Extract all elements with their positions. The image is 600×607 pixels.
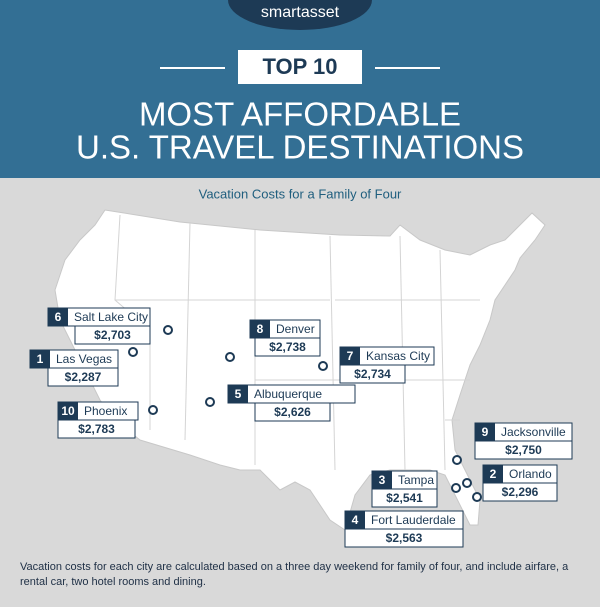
subtitle: Vacation Costs for a Family of Four xyxy=(199,186,402,201)
cost-box xyxy=(57,419,136,439)
rank-box xyxy=(345,511,365,529)
rank: 6 xyxy=(55,310,62,324)
city-marker xyxy=(225,352,235,362)
city-marker xyxy=(205,397,215,407)
city-name: Phoenix xyxy=(84,404,127,418)
city-cost: $2,783 xyxy=(78,422,115,436)
city-marker xyxy=(318,361,328,371)
city-cost: $2,541 xyxy=(386,491,423,505)
us-map xyxy=(54,209,546,531)
rank: 4 xyxy=(352,513,359,527)
rank: 7 xyxy=(347,349,354,363)
city-name: Denver xyxy=(276,322,315,336)
title-line: MOST AFFORDABLE xyxy=(139,96,461,133)
city-cost: $2,738 xyxy=(269,340,306,354)
city-marker xyxy=(462,478,472,488)
rank-box xyxy=(475,423,495,441)
cost-box xyxy=(339,364,406,384)
title-line: U.S. TRAVEL DESTINATIONS xyxy=(76,129,524,166)
city-name: Albuquerque xyxy=(254,387,322,401)
rank: 8 xyxy=(257,322,264,336)
badge: TOP 10 xyxy=(262,54,337,79)
rank: 3 xyxy=(379,473,386,487)
cost-box xyxy=(47,367,119,387)
cost-box xyxy=(482,482,558,502)
cost-box xyxy=(254,402,331,422)
city-name: Fort Lauderdale xyxy=(371,513,456,527)
city-cost: $2,703 xyxy=(94,328,131,342)
rank-box xyxy=(228,385,248,403)
city-name: Jacksonville xyxy=(501,425,566,439)
city-marker xyxy=(163,325,173,335)
city-name: Tampa xyxy=(398,473,434,487)
city-cost: $2,563 xyxy=(386,531,423,545)
rank: 5 xyxy=(235,387,242,401)
rank: 1 xyxy=(37,352,44,366)
city-cost: $2,626 xyxy=(274,405,311,419)
rank: 9 xyxy=(482,425,489,439)
rank-box xyxy=(483,465,503,483)
footnote: Vacation costs for each city are calcula… xyxy=(20,561,569,588)
city-name: Kansas City xyxy=(366,349,430,363)
rank-box xyxy=(340,347,360,365)
city-marker xyxy=(128,347,138,357)
rank-box xyxy=(48,308,68,326)
city-cost: $2,296 xyxy=(502,485,539,499)
cost-box xyxy=(344,528,464,548)
badge-box xyxy=(238,50,362,84)
rank: 10 xyxy=(61,404,75,418)
logo-backdrop xyxy=(228,0,372,30)
city-cost: $2,734 xyxy=(354,367,391,381)
city-marker xyxy=(472,492,482,502)
city-cost: $2,750 xyxy=(505,443,542,457)
cost-box xyxy=(74,325,151,345)
city-name: Orlando xyxy=(509,467,552,481)
rank-box xyxy=(58,402,78,420)
rank-box xyxy=(30,350,50,368)
city-marker xyxy=(148,405,158,415)
cost-box xyxy=(254,337,321,357)
city-name: Salt Lake City xyxy=(74,310,148,324)
city-marker xyxy=(452,455,462,465)
rank-box xyxy=(372,471,392,489)
logo: smartasset xyxy=(261,4,340,21)
city-cost: $2,287 xyxy=(65,370,102,384)
city-marker xyxy=(451,483,461,493)
cost-box xyxy=(371,488,438,508)
rank-box xyxy=(250,320,270,338)
city-name: Las Vegas xyxy=(56,352,112,366)
cost-box xyxy=(474,440,573,460)
rank: 2 xyxy=(490,467,497,481)
